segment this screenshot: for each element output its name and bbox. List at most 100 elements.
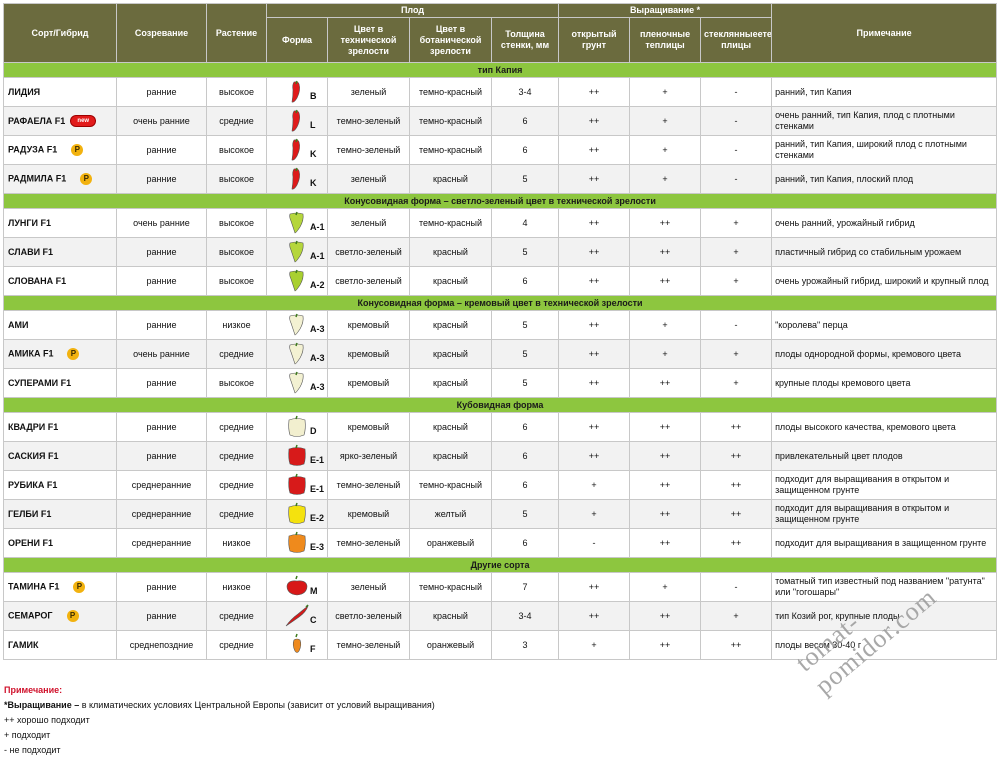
table-row: САСКИЯ F1 ранние средние E-1 ярко-зеленый кра… (3, 441, 998, 471)
header-open: открытый грунт (558, 17, 631, 63)
open-ground-cell: ++ (558, 135, 631, 165)
plant-cell: высокое (206, 164, 267, 194)
pepper-icon (289, 371, 304, 394)
variety-name: РАФАЕЛА F1 new (3, 106, 117, 136)
pepper-icon (291, 167, 300, 190)
form-cell: E-1 (266, 470, 328, 500)
variety-name: ГАМИК (3, 630, 117, 660)
wall-cell: 5 (490, 237, 560, 267)
variety-name: ЛИДИЯ (3, 77, 117, 107)
glass-greenhouse-cell: ++ (700, 441, 773, 471)
variety-name: ТАМИНА F1 P (3, 572, 117, 602)
form-cell: E-3 (266, 528, 328, 558)
form-code: D (310, 426, 317, 436)
wall-cell: 6 (490, 106, 560, 136)
open-ground-cell: ++ (558, 601, 631, 631)
variety-name: ЛУНГИ F1 (3, 208, 117, 238)
ripening-cell: среднепоздние (116, 630, 207, 660)
form-cell: B (266, 77, 328, 107)
group-title: Конусовидная форма – кремовый цвет в тех… (2, 295, 998, 311)
ripening-cell: ранние (116, 368, 207, 398)
form-code: M (310, 586, 318, 596)
ripening-cell: среднеранние (116, 528, 207, 558)
color-tech-cell: темно-зеленый (327, 630, 410, 660)
glass-greenhouse-cell: - (700, 77, 773, 107)
glass-greenhouse-cell: + (700, 339, 773, 369)
p-badge-icon: P (67, 348, 80, 360)
form-code: A-1 (310, 251, 325, 261)
variety-name: СУПЕРАМИ F1 (3, 368, 117, 398)
color-tech-cell: зеленый (327, 572, 410, 602)
form-cell: A-1 (266, 237, 328, 267)
film-greenhouse-cell: + (629, 106, 702, 136)
color-tech-cell: кремовый (327, 499, 410, 529)
pepper-icon (285, 604, 309, 627)
open-ground-cell: ++ (558, 368, 631, 398)
color-tech-cell: кремовый (327, 368, 410, 398)
note-cell: ранний, тип Капия, плоский плод (771, 164, 998, 194)
form-code: E-3 (310, 542, 325, 552)
wall-cell: 5 (490, 368, 560, 398)
form-cell: A-1 (266, 208, 328, 238)
film-greenhouse-cell: ++ (629, 441, 702, 471)
variety-name-text: АМИ (8, 319, 29, 330)
color-tech-cell: ярко-зеленый (327, 441, 410, 471)
open-ground-cell: + (558, 630, 631, 660)
variety-name-text: ЛУНГИ F1 (8, 217, 51, 228)
pepper-icon (289, 313, 304, 336)
ripening-cell: ранние (116, 237, 207, 267)
header-plant: Растение (206, 3, 267, 63)
color-bot-cell: красный (409, 266, 492, 296)
footnote-line-growing: *Выращивание – в климатических условиях … (4, 700, 435, 710)
wall-cell: 6 (490, 412, 560, 442)
open-ground-cell: ++ (558, 412, 631, 442)
open-ground-cell: + (558, 499, 631, 529)
color-bot-cell: оранжевый (409, 630, 492, 660)
glass-greenhouse-cell: ++ (700, 630, 773, 660)
variety-name-text: ОРЕНИ F1 (8, 537, 53, 548)
color-bot-cell: желтый (409, 499, 492, 529)
form-cell: A-2 (266, 266, 328, 296)
header-note: Примечание (771, 3, 998, 63)
film-greenhouse-cell: ++ (629, 528, 702, 558)
wall-cell: 5 (490, 499, 560, 529)
table-row: АМИ ранние низкое A-3 кремовый красный 5 ++ + - "к… (3, 310, 998, 340)
color-tech-cell: светло-зеленый (327, 266, 410, 296)
wall-cell: 7 (490, 572, 560, 602)
wall-cell: 6 (490, 266, 560, 296)
wall-cell: 3 (490, 630, 560, 660)
variety-name: ГЕЛБИ F1 (3, 499, 117, 529)
film-greenhouse-cell: + (629, 572, 702, 602)
form-code: B (310, 91, 317, 101)
ripening-cell: ранние (116, 164, 207, 194)
color-bot-cell: темно-красный (409, 77, 492, 107)
variety-name: РАДМИЛА F1 P (3, 164, 117, 194)
glass-greenhouse-cell: + (700, 237, 773, 267)
ripening-cell: ранние (116, 441, 207, 471)
ripening-cell: среднеранние (116, 470, 207, 500)
pepper-icon (289, 240, 304, 263)
footnote-line-good: ++ хорошо подходит (4, 715, 90, 725)
glass-greenhouse-cell: + (700, 266, 773, 296)
open-ground-cell: ++ (558, 106, 631, 136)
group-header-row: Конусовидная форма – кремовый цвет в тех… (2, 295, 998, 311)
group-title: тип Капия (2, 62, 998, 78)
plant-cell: средние (206, 470, 267, 500)
form-code: E-1 (310, 455, 325, 465)
film-greenhouse-cell: ++ (629, 630, 702, 660)
footnote-line-ok: + подходит (4, 730, 51, 740)
footnote-line-bad: - не подходит (4, 745, 61, 755)
ripening-cell: среднеранние (116, 499, 207, 529)
group-header-row: Конусовидная форма – светло-зеленый цвет… (2, 193, 998, 209)
ripening-cell: ранние (116, 310, 207, 340)
plant-cell: средние (206, 412, 267, 442)
note-cell: плоды однородной формы, кремового цвета (771, 339, 998, 369)
plant-cell: высокое (206, 77, 267, 107)
ripening-cell: очень ранние (116, 208, 207, 238)
open-ground-cell: ++ (558, 339, 631, 369)
plant-cell: низкое (206, 528, 267, 558)
plant-cell: низкое (206, 310, 267, 340)
variety-name: СЛАВИ F1 (3, 237, 117, 267)
